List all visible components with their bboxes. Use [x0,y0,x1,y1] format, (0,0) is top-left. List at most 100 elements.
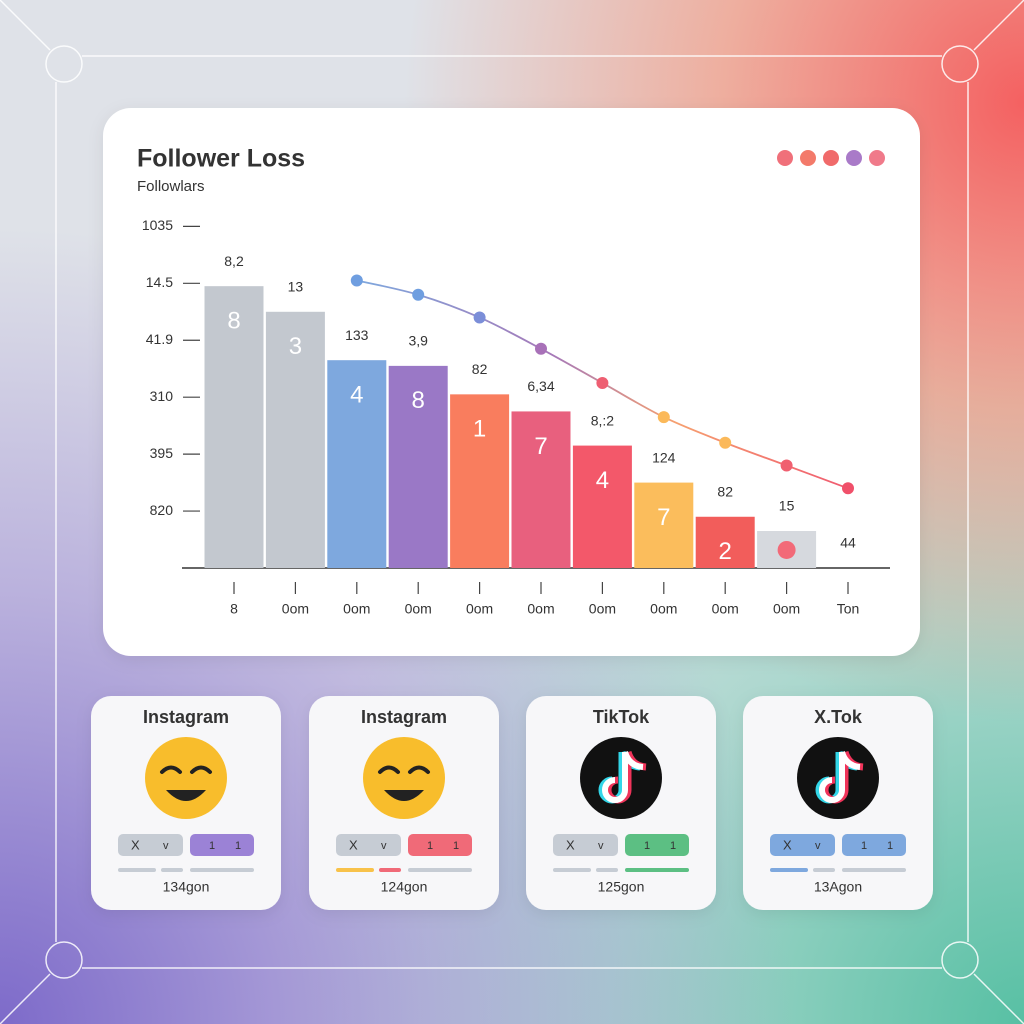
bar-label: 7 [534,433,547,460]
pill-b-text: 1 [235,840,241,852]
chart-subtitle: Followlars [137,178,205,195]
card-footer: 134gon [163,879,210,895]
pill-b-text: 1 [644,840,650,852]
bar [388,365,448,568]
annotation: 13 [288,278,304,294]
bar [450,394,510,568]
tiktok-note [602,751,644,803]
bar-label: 1 [473,416,486,443]
annotation: 82 [717,483,733,499]
x-tick-label: 0om [589,601,616,617]
annotation: 6,34 [527,378,554,394]
x-tick-label: 0om [712,601,739,617]
emoji-face [145,737,227,819]
x-tick-label: 0om [466,601,493,617]
pill-b [408,834,472,856]
x-tick-label: 0om [650,601,677,617]
underline [813,868,835,872]
y-tick-label: 310 [150,388,174,404]
pill-a-text: X [349,837,358,852]
card-title: X.Tok [814,707,863,727]
bar [695,516,755,568]
underline [842,868,906,872]
x-tick-label: Ton [837,601,860,617]
bar-label: 3 [289,333,302,360]
annotation: 3,9 [408,333,428,349]
bar [634,482,694,568]
y-tick-label: 14.5 [146,274,173,290]
underline [596,868,618,872]
pill-b-text: 1 [887,840,893,852]
x-tick-label: 0om [343,601,370,617]
x-tick-label: 0om [773,601,800,617]
underline [770,868,808,872]
emoji-face [363,737,445,819]
emoji-mouth [166,790,206,801]
pill-b-text: 1 [861,840,867,852]
pill-b [842,834,906,856]
trend-point [596,376,609,389]
underline [336,868,374,872]
x-tick-label: 0om [405,601,432,617]
underline [161,868,183,872]
pill-a-text: v [163,840,169,852]
x-tick-label: 0om [527,601,554,617]
underline [553,868,591,872]
bar [572,445,632,568]
pill-b-text: 1 [427,840,433,852]
pill-a-text: v [381,840,387,852]
emoji-eyes [160,765,212,774]
bar [327,360,387,568]
x-tick-label: 0om [282,601,309,617]
y-tick-label: 395 [150,445,174,461]
annotation: 82 [472,361,488,377]
emoji-eyes [378,765,430,774]
annotation: 8,:2 [591,412,615,428]
underline [118,868,156,872]
annotation: 133 [345,327,369,343]
tiktok-note [819,751,861,803]
header-icons[interactable] [777,150,885,166]
card-footer: 125gon [598,879,645,895]
bar-label: 7 [657,504,670,531]
trend-point [350,274,363,287]
pill-a [118,834,183,856]
pill-a [553,834,618,856]
underline [190,868,254,872]
pill-a-text: v [815,840,821,852]
y-tick-label: 820 [150,502,174,518]
underline [625,868,689,872]
pill-a [336,834,401,856]
card-title: Instagram [143,707,229,727]
x-tick-label: 8 [230,601,238,617]
pill-a-text: v [598,840,604,852]
card-footer: 124gon [381,879,428,895]
bar-label: 2 [719,538,732,565]
trend-point [657,411,670,424]
pill-a-text: X [783,837,792,852]
card-title: Instagram [361,707,447,727]
trend-point [412,288,425,301]
annotation: 15 [779,498,795,514]
y-tick-label: 1035 [142,217,173,233]
bar [265,311,325,568]
bar-label: 8 [227,308,240,335]
pill-a-text: X [566,837,575,852]
pill-a-text: X [131,837,140,852]
bar-label: 4 [350,382,363,409]
bar [204,286,264,568]
annotation: 124 [652,449,676,465]
card-footer: 13Agon [814,879,862,895]
emoji-mouth [384,790,424,801]
card-title: TikTok [593,707,650,727]
underline [408,868,472,872]
trend-point [780,459,793,472]
pill-b [625,834,689,856]
bar-label: 4 [596,467,609,494]
bar [511,411,571,568]
trend-point [719,436,732,449]
annotation: 8,2 [224,253,244,269]
